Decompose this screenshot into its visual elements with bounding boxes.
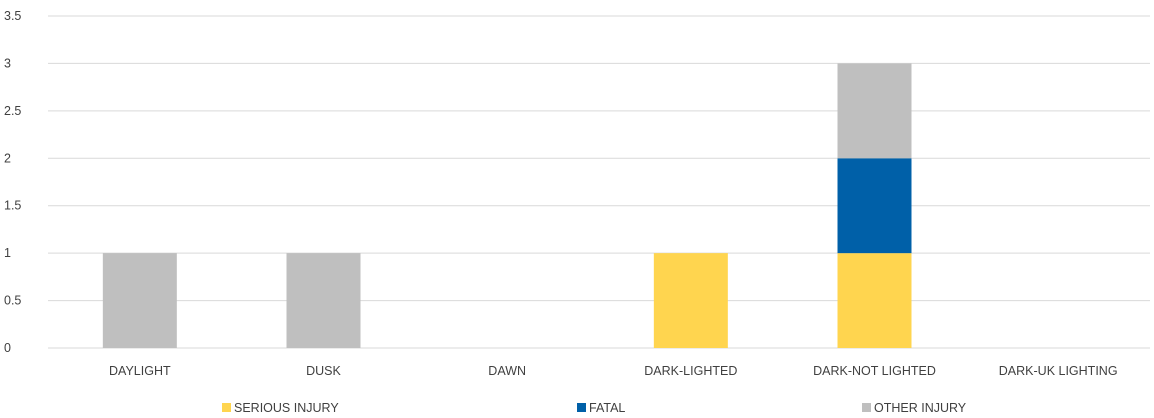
legend: SERIOUS INJURY FATAL OTHER INJURY xyxy=(222,401,967,415)
bar-segment xyxy=(102,253,177,348)
x-category-label: DARK-UK LIGHTING xyxy=(999,364,1118,378)
x-category-label: DAWN xyxy=(488,364,526,378)
bar-segment xyxy=(286,253,361,348)
y-axis-tick-labels: 0 0.5 1 1.5 2 2.5 3 3.5 xyxy=(4,9,21,355)
y-tick-label: 2 xyxy=(4,151,11,165)
legend-label: SERIOUS INJURY xyxy=(234,401,339,415)
x-category-label: DARK-LIGHTED xyxy=(644,364,737,378)
y-tick-label: 0.5 xyxy=(4,294,21,308)
x-category-label: DARK-NOT LIGHTED xyxy=(813,364,936,378)
bar-segment xyxy=(837,253,912,348)
legend-label: OTHER INJURY xyxy=(874,401,967,415)
y-tick-label: 3 xyxy=(4,56,11,70)
bar-segment xyxy=(837,63,912,159)
y-tick-label: 3.5 xyxy=(4,9,21,23)
x-category-label: DUSK xyxy=(306,364,341,378)
gridlines xyxy=(48,15,1150,349)
x-axis-category-labels: DAYLIGHT DUSK DAWN DARK-LIGHTED DARK-NOT LIG… xyxy=(109,364,1118,378)
legend-swatch xyxy=(222,403,231,412)
bar-segment xyxy=(837,158,912,254)
x-category-label: DAYLIGHT xyxy=(109,364,171,378)
y-tick-label: 1 xyxy=(4,246,11,260)
bar-segment xyxy=(653,253,728,348)
legend-label: FATAL xyxy=(589,401,625,415)
bars xyxy=(102,63,912,348)
y-tick-label: 1.5 xyxy=(4,199,21,213)
legend-swatch xyxy=(862,403,871,412)
y-tick-label: 0 xyxy=(4,341,11,355)
y-tick-label: 2.5 xyxy=(4,104,21,118)
legend-swatch xyxy=(577,403,586,412)
